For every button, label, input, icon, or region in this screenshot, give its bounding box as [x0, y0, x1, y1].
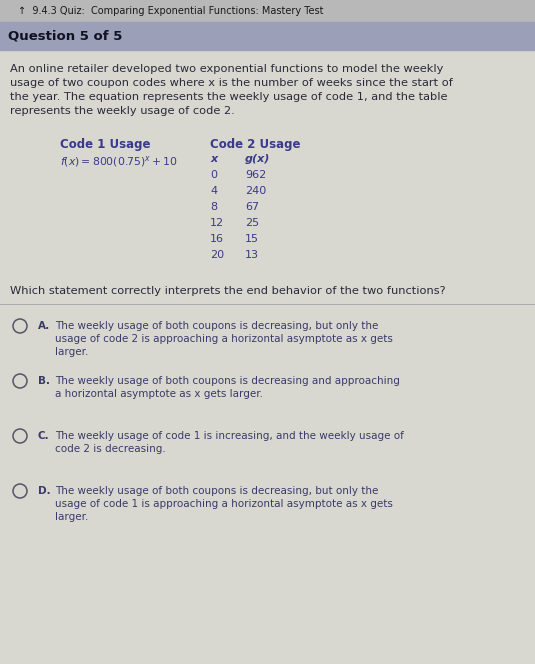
Text: A.: A. [38, 321, 50, 331]
Text: 67: 67 [245, 202, 259, 212]
Text: Question 5 of 5: Question 5 of 5 [8, 29, 123, 42]
Text: 13: 13 [245, 250, 259, 260]
Text: 0: 0 [210, 170, 217, 180]
Text: 4: 4 [210, 186, 217, 196]
Text: 8: 8 [210, 202, 217, 212]
Text: 25: 25 [245, 218, 259, 228]
Text: g(x): g(x) [245, 154, 270, 164]
Text: usage of two coupon codes where x is the number of weeks since the start of: usage of two coupon codes where x is the… [10, 78, 453, 88]
Text: represents the weekly usage of code 2.: represents the weekly usage of code 2. [10, 106, 235, 116]
Text: 240: 240 [245, 186, 266, 196]
Text: 20: 20 [210, 250, 224, 260]
Text: The weekly usage of both coupons is decreasing and approaching
a horizontal asym: The weekly usage of both coupons is decr… [55, 376, 400, 399]
Bar [0, 0, 535, 22]
Text: 16: 16 [210, 234, 224, 244]
Text: The weekly usage of both coupons is decreasing, but only the
usage of code 2 is : The weekly usage of both coupons is decr… [55, 321, 393, 357]
Text: The weekly usage of both coupons is decreasing, but only the
usage of code 1 is : The weekly usage of both coupons is decr… [55, 486, 393, 523]
Text: 962: 962 [245, 170, 266, 180]
Text: B.: B. [38, 376, 50, 386]
Text: x: x [210, 154, 217, 164]
Text: An online retailer developed two exponential functions to model the weekly: An online retailer developed two exponen… [10, 64, 444, 74]
Text: 12: 12 [210, 218, 224, 228]
Text: C.: C. [38, 431, 50, 441]
Bar [0, 22, 535, 50]
Text: $f(x) = 800(0.75)^x + 10$: $f(x) = 800(0.75)^x + 10$ [60, 154, 178, 169]
Text: Code 2 Usage: Code 2 Usage [210, 138, 301, 151]
Text: D.: D. [38, 486, 51, 496]
Text: 15: 15 [245, 234, 259, 244]
Text: The weekly usage of code 1 is increasing, and the weekly usage of
code 2 is decr: The weekly usage of code 1 is increasing… [55, 431, 404, 454]
Text: ↑  9.4.3 Quiz:  Comparing Exponential Functions: Mastery Test: ↑ 9.4.3 Quiz: Comparing Exponential Func… [18, 6, 324, 16]
Text: Which statement correctly interprets the end behavior of the two functions?: Which statement correctly interprets the… [10, 286, 446, 296]
Text: Code 1 Usage: Code 1 Usage [60, 138, 150, 151]
Text: the year. The equation represents the weekly usage of code 1, and the table: the year. The equation represents the we… [10, 92, 447, 102]
